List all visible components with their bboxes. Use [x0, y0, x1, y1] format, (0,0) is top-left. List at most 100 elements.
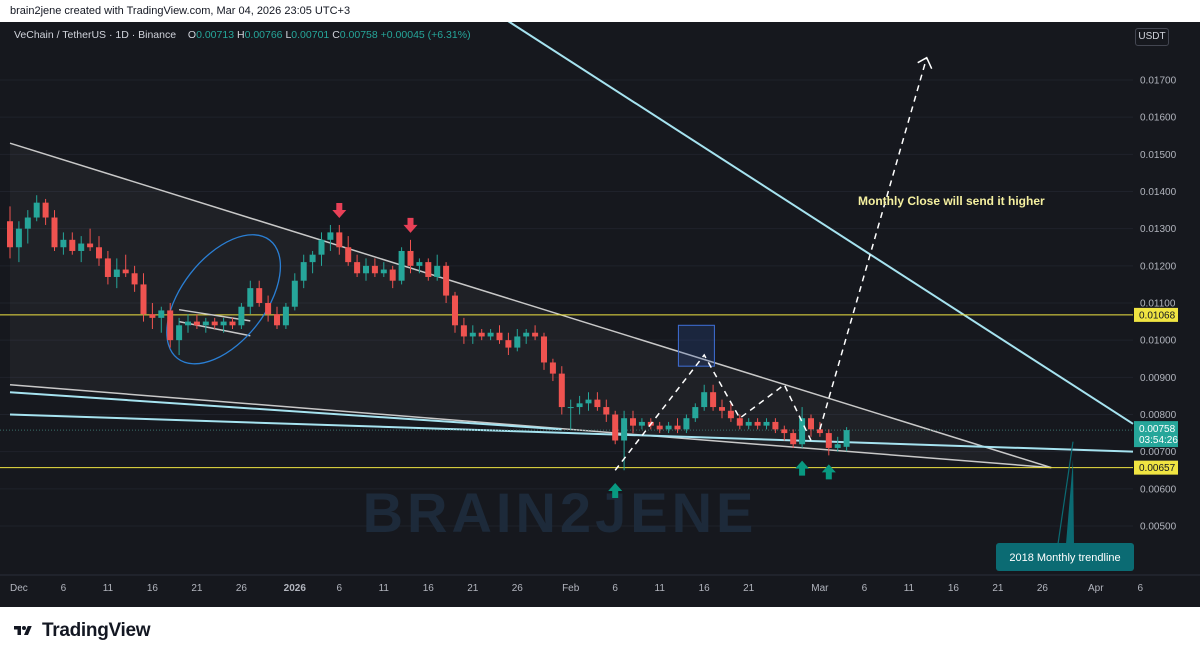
candle: [416, 262, 423, 266]
candle: [594, 399, 601, 408]
x-tick-label: 16: [948, 583, 960, 594]
close-value: 0.00758: [339, 29, 378, 41]
candle: [309, 254, 316, 263]
candle: [549, 362, 556, 374]
y-tick-label: 0.00700: [1140, 447, 1177, 458]
candle: [799, 418, 806, 445]
candle: [781, 429, 788, 434]
wedge-lower-line: [9, 384, 1052, 469]
candle: [692, 407, 699, 419]
last-price-badge: [1134, 421, 1178, 448]
cyan-trendline-short: [9, 391, 562, 431]
y-tick-label: 0.00600: [1140, 484, 1177, 495]
annotation-monthly-close: Monthly Close will send it higher: [858, 194, 1045, 208]
candle: [371, 265, 378, 274]
candle: [60, 239, 67, 248]
tradingview-logo[interactable]: TradingView: [10, 620, 151, 642]
change-value: +0.00045 (+6.31%): [380, 29, 471, 41]
annotation-label-box: [996, 543, 1134, 571]
candle: [514, 336, 521, 348]
candle: [149, 314, 156, 318]
level-badge-text: 0.00657: [1139, 463, 1176, 474]
candle: [808, 418, 814, 430]
candle: [274, 314, 280, 326]
candle: [443, 265, 450, 296]
candle: [389, 269, 396, 281]
candle: [185, 321, 191, 326]
x-tick-label: 11: [655, 583, 666, 594]
y-tick-label: 0.01100: [1140, 299, 1176, 310]
candle: [87, 243, 94, 248]
candle: [674, 425, 681, 430]
currency-button[interactable]: USDT: [1135, 28, 1169, 46]
candle: [843, 430, 850, 447]
candle: [51, 217, 58, 248]
x-tick-label: 21: [743, 583, 755, 594]
candle: [772, 421, 779, 430]
high-value: 0.00766: [244, 29, 283, 41]
candle: [532, 332, 539, 337]
y-tick-label: 0.01500: [1140, 150, 1177, 161]
low-value: 0.00701: [291, 29, 330, 41]
level-badge: [1134, 307, 1178, 322]
candle: [665, 425, 672, 430]
candle: [229, 321, 236, 326]
last-price-badge-text: 0.00758: [1139, 424, 1176, 435]
candle: [380, 269, 387, 274]
candle: [7, 221, 13, 248]
arrow-up-marker: [608, 482, 623, 498]
arrow-up-marker: [795, 460, 810, 476]
x-tick-label: 11: [904, 583, 915, 594]
candle: [719, 407, 725, 411]
candle: [745, 421, 752, 426]
x-tick-label: 21: [467, 583, 479, 594]
candle: [398, 250, 405, 281]
candle: [460, 325, 467, 337]
candle: [96, 247, 102, 259]
candle: [825, 433, 832, 448]
candle: [24, 217, 31, 229]
candle: [15, 228, 22, 248]
x-tick-label: 26: [236, 583, 248, 594]
level-badge: [1134, 460, 1178, 475]
candle: [33, 202, 40, 218]
candle: [122, 269, 129, 274]
projection-up: [819, 57, 928, 430]
level-badge-text: 0.01068: [1139, 310, 1176, 321]
candle: [487, 332, 494, 337]
candle: [327, 232, 334, 240]
x-tick-label: 6: [612, 583, 618, 594]
x-tick-label: 6: [61, 583, 67, 594]
open-value: 0.00713: [196, 29, 235, 41]
candle: [452, 295, 458, 326]
y-tick-label: 0.01200: [1140, 261, 1177, 272]
highlight-box: [677, 324, 715, 367]
candle: [621, 418, 628, 441]
candle: [131, 273, 138, 285]
x-tick-label: Mar: [811, 583, 829, 594]
symbol-label[interactable]: VeChain / TetherUS · 1D · Binance: [14, 29, 177, 41]
arrow-down-marker: [403, 217, 418, 233]
candle: [176, 325, 183, 341]
candle: [220, 321, 227, 326]
attribution-text: brain2jene created with TradingView.com,…: [10, 5, 351, 17]
candle: [318, 239, 325, 255]
candle: [541, 336, 547, 363]
candle: [363, 265, 369, 274]
low-label: L: [285, 29, 292, 41]
candle: [211, 321, 218, 326]
candle: [736, 418, 743, 426]
y-tick-label: 0.00500: [1140, 521, 1177, 532]
footer-bar: TradingView: [0, 607, 1200, 651]
chart-pane[interactable]: BRAIN2JENE Monthly Close will send it hig…: [0, 22, 1200, 607]
candle: [683, 418, 690, 430]
candle: [300, 262, 307, 281]
candle: [727, 410, 734, 419]
wedge-upper-line: [9, 142, 1052, 469]
x-tick-label: 11: [379, 583, 390, 594]
watermark-text: BRAIN2JENE: [363, 481, 758, 544]
candle: [336, 232, 343, 248]
ohlc-legend: VeChain / TetherUS · 1D · Binance O0.007…: [14, 29, 471, 41]
candle: [523, 332, 530, 337]
price-chart[interactable]: BRAIN2JENE Monthly Close will send it hig…: [0, 22, 1200, 607]
